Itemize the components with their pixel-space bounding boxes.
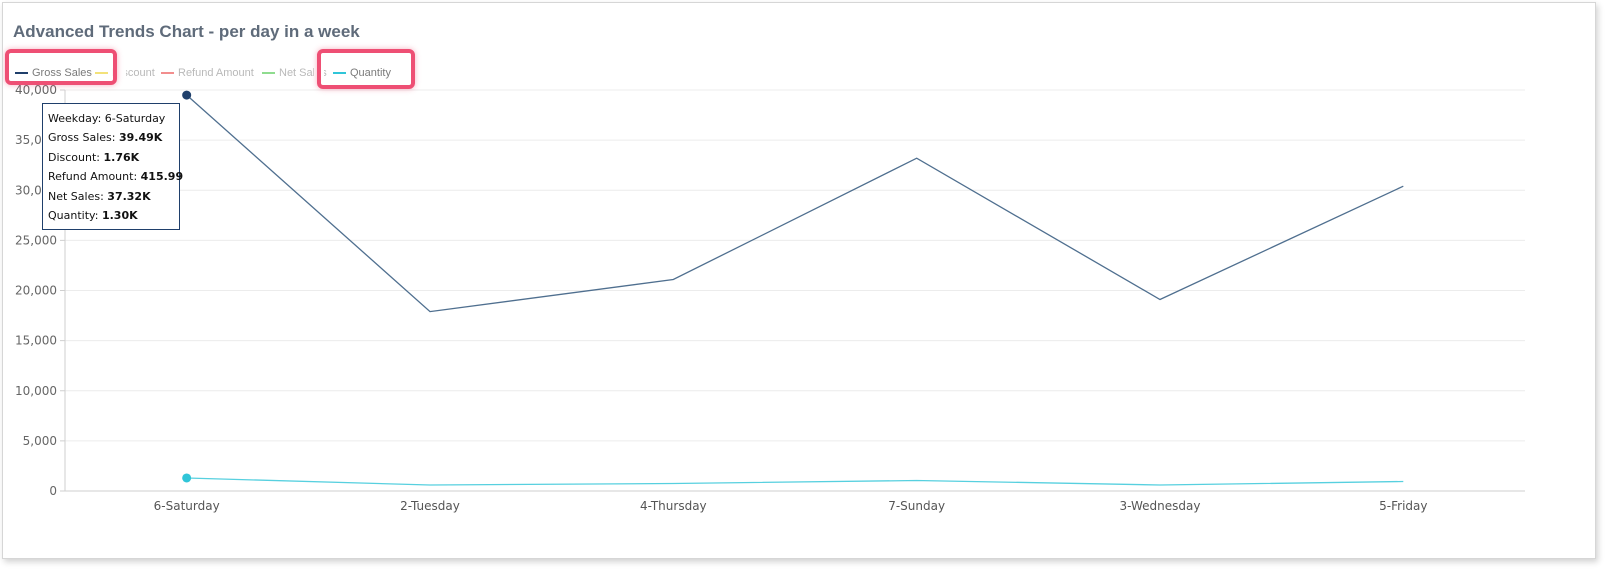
legend-item-quantity[interactable]: Quantity [333,65,391,81]
x-tick-label: 5-Friday [1379,499,1427,513]
legend-swatch-refund-amount [161,72,174,74]
y-tick-label: 25,000 [15,233,57,247]
tooltip-row: Weekday: 6-Saturday [48,112,166,125]
x-tick-label: 6-Saturday [154,499,220,513]
x-tick-label: 3-Wednesday [1120,499,1201,513]
data-point-marker [182,473,192,483]
legend-swatch-discount [95,72,108,74]
legend-label-quantity: Quantity [350,67,391,79]
x-tick-label: 7-Sunday [888,499,945,513]
y-tick-label: 40,000 [15,83,57,97]
tooltip-row: Gross Sales: 39.49K [48,131,163,145]
series-line [186,94,1404,313]
line-chart: 05,00010,00015,00020,00025,00030,00035,0… [15,83,1525,513]
highlight-mask [116,59,126,87]
legend-swatch-gross-sales [15,72,28,74]
legend-item-refund-amount[interactable]: Refund Amount [161,65,254,81]
tooltip-row: Refund Amount: 415.99 [48,170,184,184]
chart-panel: Advanced Trends Chart - per day in a wee… [2,2,1596,559]
y-tick-label: 15,000 [15,334,57,348]
x-tick-label: 2-Tuesday [400,499,460,513]
legend-swatch-quantity [333,72,346,74]
tooltip-row: Net Sales: 37.32K [48,189,151,203]
tooltip-row: Discount: 1.76K [48,150,140,164]
tooltip-row: Quantity: 1.30K [48,209,138,223]
y-tick-label: 20,000 [15,284,57,298]
highlight-box-quantity [317,49,415,89]
legend-swatch-net-sales [262,72,275,74]
data-point-marker [182,90,192,100]
y-tick-label: 10,000 [15,384,57,398]
legend-label-gross-sales: Gross Sales [32,67,92,79]
x-tick-label: 4-Thursday [640,499,707,513]
y-tick-label: 0 [49,484,57,498]
series-line [186,477,1404,486]
highlight-box-gross-sales [5,49,117,85]
legend-item-gross-sales[interactable]: Gross Sales [15,65,92,81]
chart-tooltip: Weekday: 6-Saturday Gross Sales: 39.49K … [42,103,184,231]
legend-label-refund-amount: Refund Amount [178,67,254,79]
y-tick-label: 5,000 [23,434,57,448]
chart-title: Advanced Trends Chart - per day in a wee… [13,22,360,41]
